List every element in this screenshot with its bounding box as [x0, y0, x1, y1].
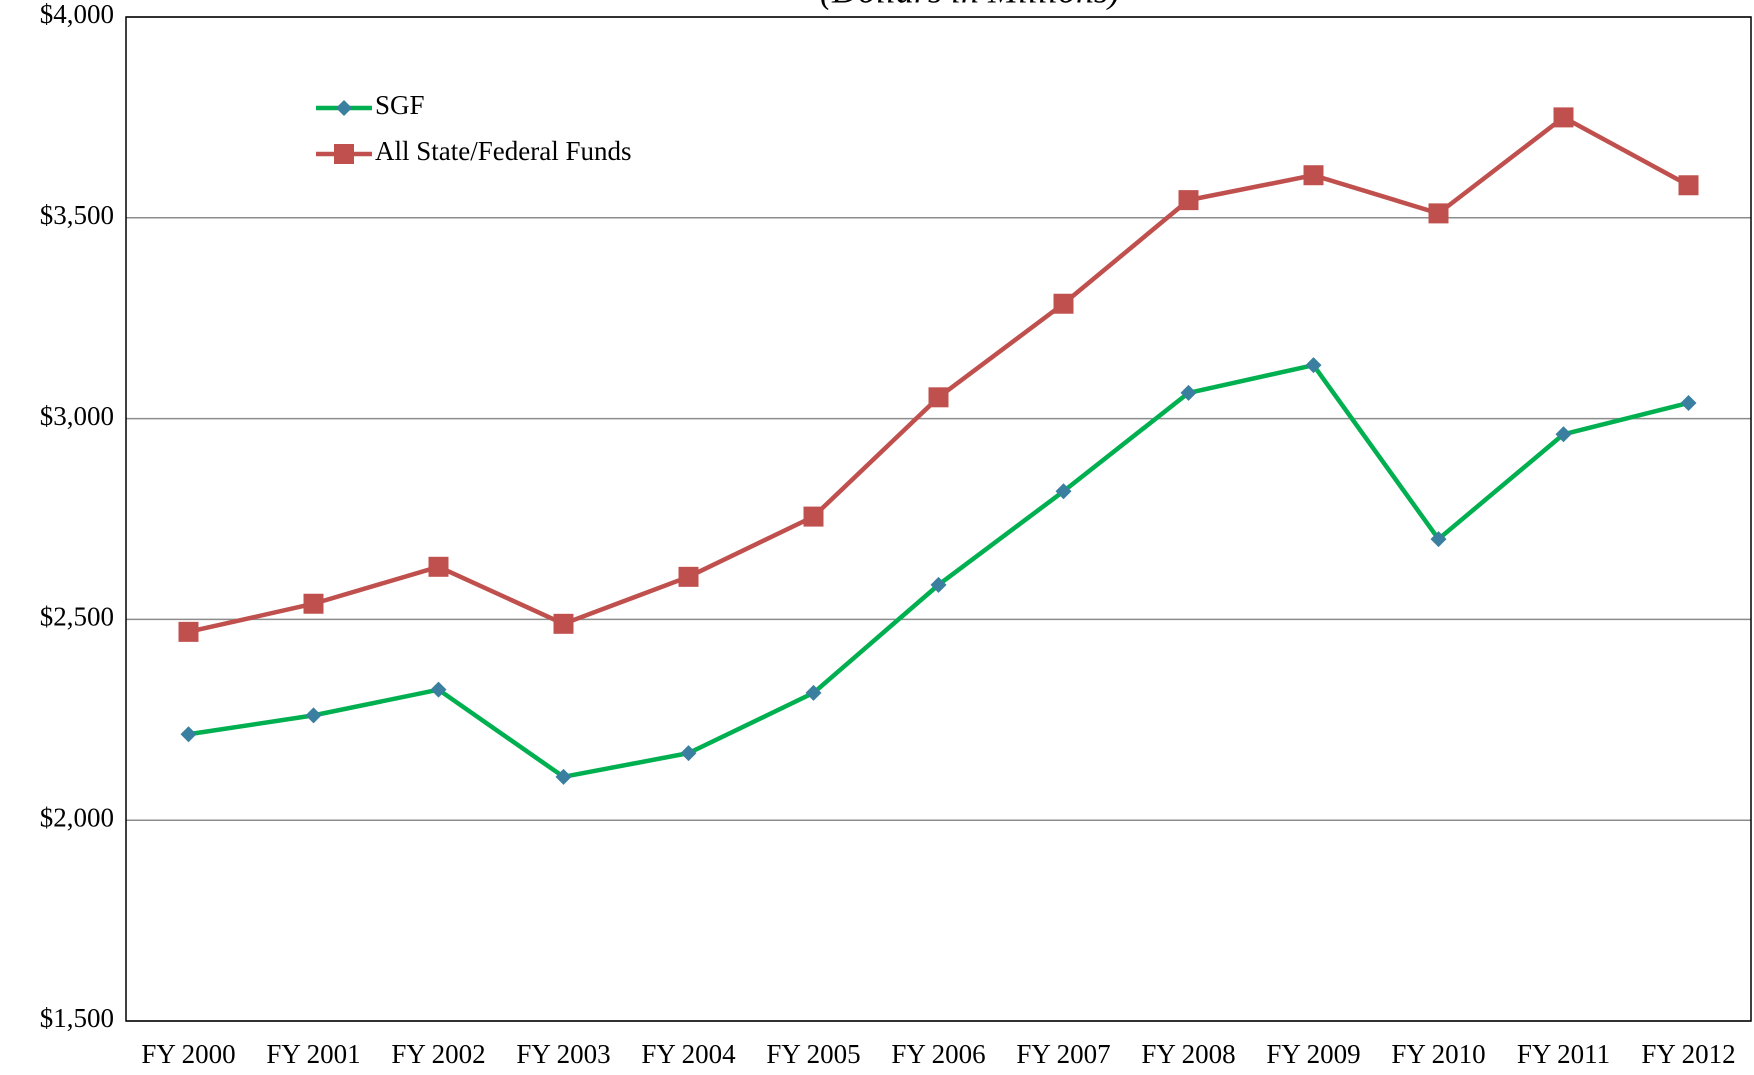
- marker: [1305, 357, 1322, 374]
- marker: [555, 768, 572, 785]
- y-tick-label: $2,500: [40, 602, 114, 632]
- x-tick-label: FY 2001: [266, 1039, 360, 1069]
- marker: [305, 707, 322, 724]
- marker: [180, 726, 197, 743]
- marker: [428, 556, 449, 577]
- x-tick-label: FY 2000: [141, 1039, 235, 1069]
- marker: [553, 613, 574, 634]
- marker: [178, 621, 199, 642]
- marker: [1178, 190, 1199, 211]
- x-tick-label: FY 2006: [891, 1039, 985, 1069]
- y-tick-label: $3,000: [40, 401, 114, 431]
- marker: [805, 684, 822, 701]
- marker: [1303, 165, 1324, 186]
- y-tick-label: $4,000: [40, 0, 114, 29]
- x-tick-label: FY 2010: [1391, 1039, 1485, 1069]
- y-tick-label: $3,500: [40, 200, 114, 230]
- series-line: [188, 362, 1690, 780]
- marker: [1680, 394, 1697, 411]
- marker: [1428, 203, 1449, 224]
- x-tick-label: FY 2009: [1266, 1039, 1360, 1069]
- series-line: [188, 115, 1690, 635]
- marker: [1055, 483, 1072, 500]
- marker: [1430, 531, 1447, 548]
- x-tick-label: FY 2007: [1016, 1039, 1110, 1069]
- marker: [303, 593, 324, 614]
- marker: [334, 144, 354, 164]
- marker: [1553, 107, 1574, 128]
- marker: [1180, 384, 1197, 401]
- x-tick-label: FY 2004: [641, 1039, 736, 1069]
- x-tick-label: FY 2012: [1641, 1039, 1735, 1069]
- x-tick-label: FY 2005: [766, 1039, 860, 1069]
- x-tick-label: FY 2008: [1141, 1039, 1235, 1069]
- legend-label: All State/Federal Funds: [375, 136, 631, 166]
- marker: [680, 745, 697, 762]
- marker: [928, 387, 949, 408]
- marker: [930, 576, 947, 593]
- marker: [803, 506, 824, 527]
- x-tick-label: FY 2003: [516, 1039, 610, 1069]
- plot-border: [125, 16, 1752, 1022]
- legend-label: SGF: [375, 90, 425, 120]
- marker: [430, 681, 447, 698]
- x-tick-label: FY 2002: [391, 1039, 485, 1069]
- marker: [336, 100, 352, 116]
- chart-subtitle: (Dollars in Millions): [820, 0, 1120, 10]
- marker: [1053, 293, 1074, 314]
- marker: [1555, 426, 1572, 443]
- y-tick-label: $1,500: [40, 1003, 114, 1033]
- x-tick-label: FY 2011: [1517, 1039, 1610, 1069]
- marker: [678, 566, 699, 587]
- marker: [1678, 175, 1699, 196]
- y-tick-label: $2,000: [40, 802, 114, 832]
